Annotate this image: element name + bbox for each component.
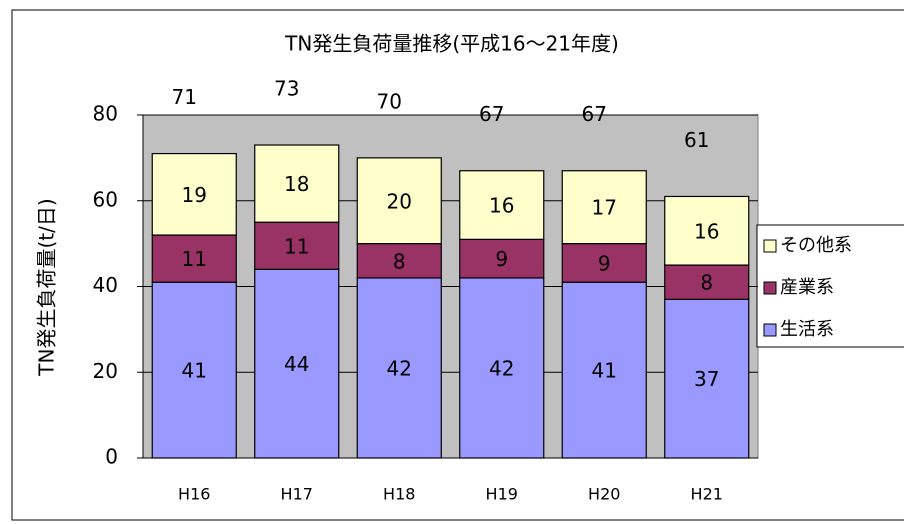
total-label: 70 <box>377 89 402 113</box>
data-label: 11 <box>284 234 309 258</box>
chart-title: TN発生負荷量推移(平成16～21年度) <box>284 32 619 56</box>
x-tick-label: H16 <box>178 485 210 504</box>
bar-segment <box>561 170 647 245</box>
legend-label: その他系 <box>780 235 852 256</box>
data-label: 16 <box>694 219 719 243</box>
data-label: 42 <box>387 356 412 380</box>
bar-segment <box>151 234 237 283</box>
legend-swatch <box>763 323 777 337</box>
y-axis-label: TN発生負荷量(t/日) <box>35 198 59 376</box>
bar-segment <box>356 157 442 245</box>
bar-segment <box>459 238 545 279</box>
y-tick-label: 0 <box>105 445 118 469</box>
bar-segment <box>459 170 545 240</box>
x-tick-label: H19 <box>486 485 518 504</box>
y-tick-label: 20 <box>93 359 118 383</box>
total-label: 73 <box>274 77 299 101</box>
x-tick-label: H18 <box>383 485 415 504</box>
bar-segment <box>561 281 647 459</box>
data-label: 8 <box>393 249 406 273</box>
bar-segment <box>664 264 750 300</box>
data-label: 19 <box>182 183 207 207</box>
legend-label: 生活系 <box>780 319 834 340</box>
data-label: 44 <box>284 352 309 376</box>
data-label: 17 <box>592 196 617 220</box>
x-tick-label: H20 <box>588 485 620 504</box>
total-label: 67 <box>479 102 504 126</box>
x-tick-label: H21 <box>691 485 723 504</box>
legend-label: 産業系 <box>780 277 834 298</box>
y-tick-label: 80 <box>93 102 118 126</box>
x-tick-label: H17 <box>281 485 313 504</box>
total-label: 61 <box>684 128 709 152</box>
data-label: 8 <box>700 271 713 295</box>
data-label: 41 <box>182 359 207 383</box>
data-label: 9 <box>598 251 611 275</box>
bar-segment <box>151 152 237 236</box>
legend-swatch <box>763 239 777 253</box>
total-label: 71 <box>172 85 197 109</box>
bar-segment <box>664 298 750 459</box>
data-label: 9 <box>495 247 508 271</box>
data-label: 41 <box>592 359 617 383</box>
data-label: 42 <box>489 356 514 380</box>
data-label: 16 <box>489 194 514 218</box>
y-tick-label: 60 <box>93 187 118 211</box>
bar-segment <box>356 277 442 459</box>
bar-segment <box>254 221 340 270</box>
data-label: 18 <box>284 172 309 196</box>
total-label: 67 <box>582 102 607 126</box>
bar-segment <box>151 281 237 459</box>
data-label: 37 <box>694 367 719 391</box>
legend-box <box>756 224 904 348</box>
legend-swatch <box>763 281 777 295</box>
y-tick-label: 40 <box>93 273 118 297</box>
bar-segment <box>254 268 340 459</box>
bar-segment <box>254 144 340 223</box>
bar-segment <box>664 195 750 266</box>
data-label: 20 <box>387 189 412 213</box>
bar-segment <box>459 277 545 459</box>
data-label: 11 <box>182 247 207 271</box>
